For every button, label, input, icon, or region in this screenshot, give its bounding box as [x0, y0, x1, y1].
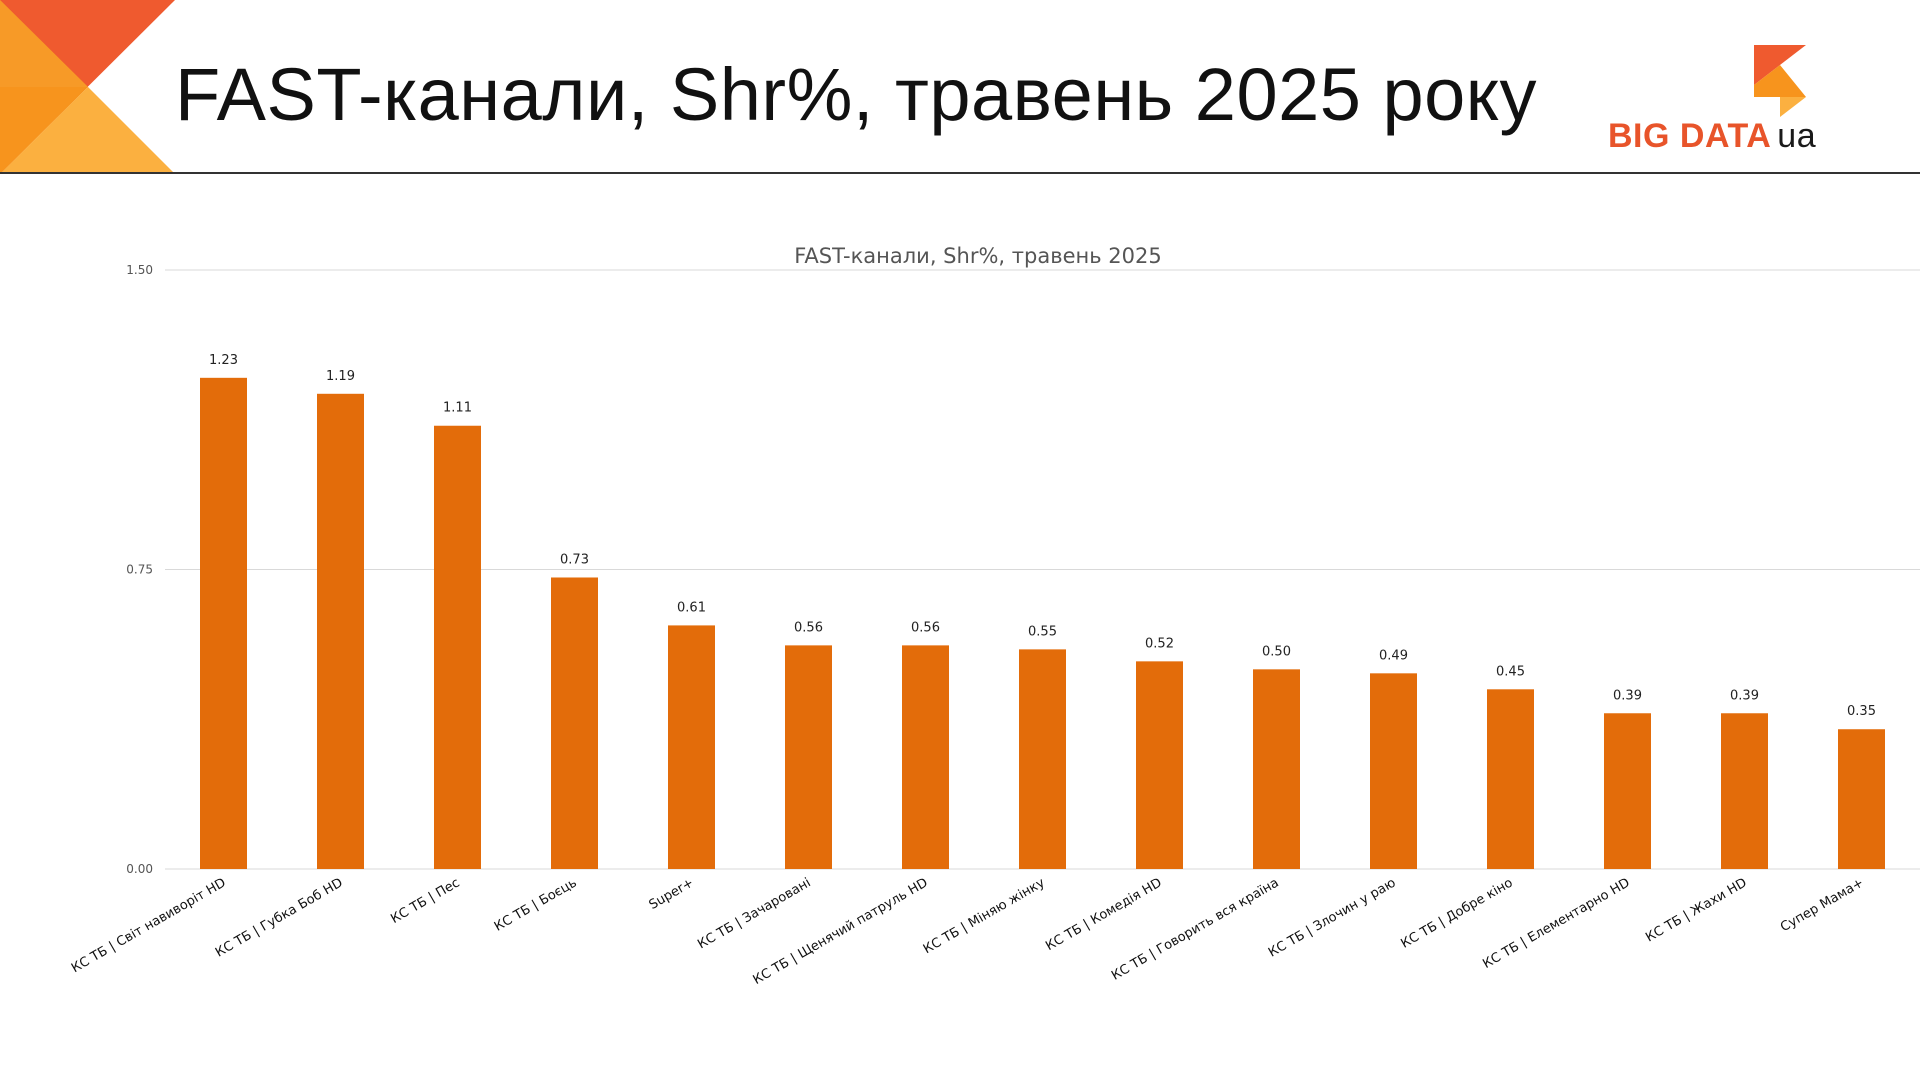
- data-label: 0.73: [560, 552, 589, 567]
- chart-title: FAST-канали, Shr%, травень 2025: [794, 244, 1161, 268]
- data-label: 0.50: [1262, 644, 1291, 659]
- logo-mark-icon: [1754, 45, 1806, 117]
- data-label: 0.55: [1028, 624, 1057, 639]
- slide-header: FAST-канали, Shr%, травень 2025 року BIG…: [0, 0, 1920, 174]
- data-label: 0.56: [794, 620, 823, 635]
- y-tick-label: 0.00: [126, 862, 153, 876]
- bar: [551, 577, 598, 869]
- bar: [1604, 713, 1651, 869]
- data-label: 1.19: [326, 369, 355, 384]
- header-divider: [0, 172, 1920, 174]
- bar: [1019, 649, 1066, 869]
- x-tick-label: КС ТБ | Міняю жінку: [921, 875, 1048, 957]
- bar: [317, 393, 364, 869]
- bar: [668, 625, 715, 869]
- x-tick-label: КС ТБ | Зачаровані: [695, 875, 813, 952]
- bar: [434, 425, 481, 869]
- bar: [1487, 689, 1534, 869]
- x-tick-label: КС ТБ | Добре кіно: [1399, 875, 1516, 951]
- data-label: 0.61: [677, 600, 706, 615]
- y-tick-label: 1.50: [126, 263, 153, 277]
- data-label: 1.11: [443, 401, 472, 416]
- corner-triangle-light: [0, 87, 175, 174]
- corner-decoration: [0, 0, 175, 174]
- bar: [902, 645, 949, 869]
- data-label: 0.39: [1613, 688, 1642, 703]
- x-tick-label: КС ТБ | Губка Боб HD: [213, 875, 346, 960]
- big-data-logo: BIG DATA ua: [1600, 45, 1840, 160]
- bar: [1721, 713, 1768, 869]
- data-label: 0.39: [1730, 688, 1759, 703]
- y-tick-label: 0.75: [126, 563, 153, 577]
- data-label: 0.35: [1847, 704, 1876, 719]
- bar: [785, 645, 832, 869]
- x-tick-label: КС ТБ | Злочин у раю: [1266, 875, 1399, 960]
- logo-wordmark: BIG DATA ua: [1608, 117, 1816, 156]
- bar: [1253, 669, 1300, 869]
- data-label: 1.23: [209, 353, 238, 368]
- data-label: 0.45: [1496, 664, 1525, 679]
- data-label: 0.56: [911, 620, 940, 635]
- bar: [1370, 673, 1417, 869]
- bar: [1838, 729, 1885, 869]
- x-tick-label: Super+: [647, 875, 697, 912]
- logo-text: BIG DATA: [1608, 117, 1772, 155]
- x-tick-label: КС ТБ | Боєць: [492, 875, 580, 934]
- x-tick-label: КС ТБ | Світ навиворіт HD: [69, 875, 229, 976]
- x-tick-label: Супер Мама+: [1778, 875, 1866, 935]
- data-label: 0.49: [1379, 648, 1408, 663]
- data-label: 0.52: [1145, 636, 1174, 651]
- x-tick-label: КС ТБ | Жахи HD: [1643, 875, 1749, 945]
- x-tick-label: КС ТБ | Пес: [388, 875, 462, 926]
- bar: [1136, 661, 1183, 869]
- bar: [200, 377, 247, 869]
- corner-triangle-mid: [0, 0, 88, 87]
- x-tick-label: КС ТБ | Комедія HD: [1043, 875, 1164, 954]
- slide-title: FAST-канали, Shr%, травень 2025 року: [175, 53, 1537, 136]
- logo-suffix: ua: [1777, 117, 1817, 155]
